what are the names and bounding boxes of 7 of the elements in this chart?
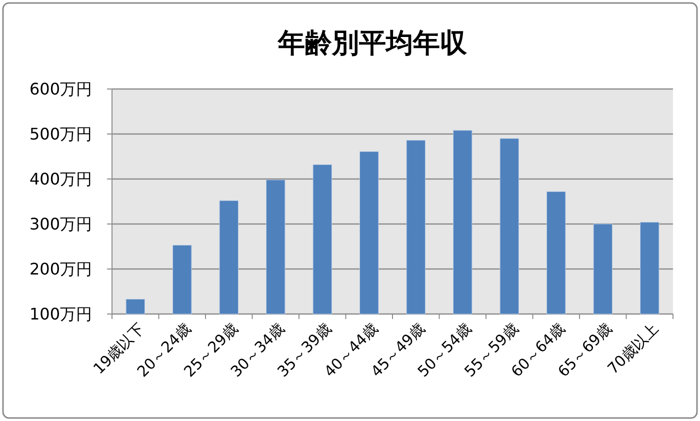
y-tick-label: 200万円 xyxy=(29,260,92,278)
chart-title: 年齢別平均年収 xyxy=(277,28,468,59)
y-tick-label: 100万円 xyxy=(29,304,92,324)
y-tick-label: 600万円 xyxy=(29,80,92,98)
y-tick-label: 400万円 xyxy=(29,170,92,188)
y-tick-label: 500万円 xyxy=(29,124,92,144)
y-tick-label: 300万円 xyxy=(29,214,92,234)
